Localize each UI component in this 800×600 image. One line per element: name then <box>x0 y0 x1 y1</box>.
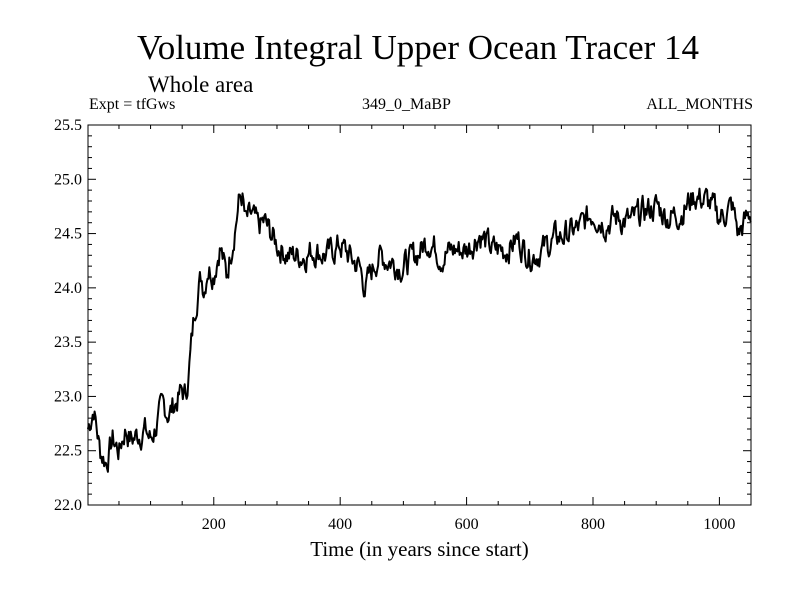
y-tick-label: 22.5 <box>54 443 82 460</box>
x-tick-label: 200 <box>202 516 226 533</box>
series-line-tracer-14 <box>87 187 752 473</box>
plot-frame <box>87 124 752 506</box>
experiment-label: Expt = tfGws <box>89 96 176 113</box>
chart-title: Volume Integral Upper Ocean Tracer 14 <box>136 28 700 67</box>
axis-tick-labels: 200 400 600 800 1000 22.0 22.5 23.0 23.5 24.0 24.5… <box>54 117 735 533</box>
y-tick-label: 23.5 <box>54 334 82 351</box>
y-tick-label: 22.0 <box>54 497 82 514</box>
x-tick-label: 400 <box>328 516 352 533</box>
x-tick-label: 600 <box>455 516 479 533</box>
x-tick-label: 800 <box>581 516 605 533</box>
period-label: ALL_MONTHS <box>646 96 753 113</box>
chart-subtitle: Whole area <box>148 72 254 97</box>
y-tick-label: 24.0 <box>54 280 82 297</box>
y-tick-label: 25.5 <box>54 117 82 134</box>
x-tick-label: 1000 <box>703 516 735 533</box>
run-id-label: 349_0_MaBP <box>362 96 451 113</box>
x-axis-label: Time (in years since start) <box>310 537 529 561</box>
axis-ticks <box>88 124 751 506</box>
y-tick-label: 24.5 <box>54 226 82 243</box>
y-tick-label: 25.0 <box>54 171 82 188</box>
y-tick-label: 23.0 <box>54 388 82 405</box>
